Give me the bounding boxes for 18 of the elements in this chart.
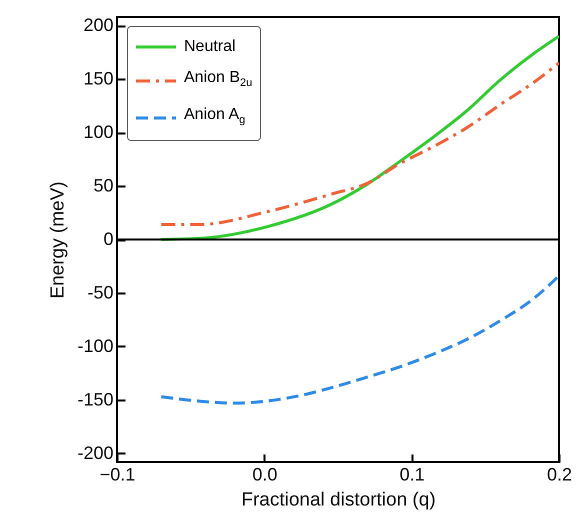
y-tick-label: -50 bbox=[87, 282, 114, 302]
y-tick-label: 50 bbox=[93, 176, 114, 196]
x-tick-label: 0.1 bbox=[400, 464, 425, 484]
y-tick-label: -200 bbox=[77, 442, 114, 463]
y-tick-label: -150 bbox=[77, 389, 114, 410]
y-tick-label: 100 bbox=[83, 122, 114, 142]
legend-label: Neutral bbox=[184, 37, 236, 57]
y-tick-label: 150 bbox=[83, 68, 114, 89]
legend-label: Anion B$_{2u}$ bbox=[184, 68, 252, 92]
y-tick-label: -100 bbox=[77, 336, 114, 356]
legend-label: Anion A$_{g}$ bbox=[184, 105, 246, 128]
y-tick-label: 200 bbox=[83, 15, 114, 36]
x-tick-label: 0.0 bbox=[252, 464, 278, 484]
y-tick-label: 0 bbox=[103, 229, 114, 249]
y-axis-title: Energy (meV) bbox=[47, 181, 68, 299]
x-tick-label: −0.1 bbox=[100, 464, 136, 484]
x-axis-title: Fractional distortion (q) bbox=[241, 490, 436, 510]
x-tick-label: 0.2 bbox=[546, 464, 572, 484]
